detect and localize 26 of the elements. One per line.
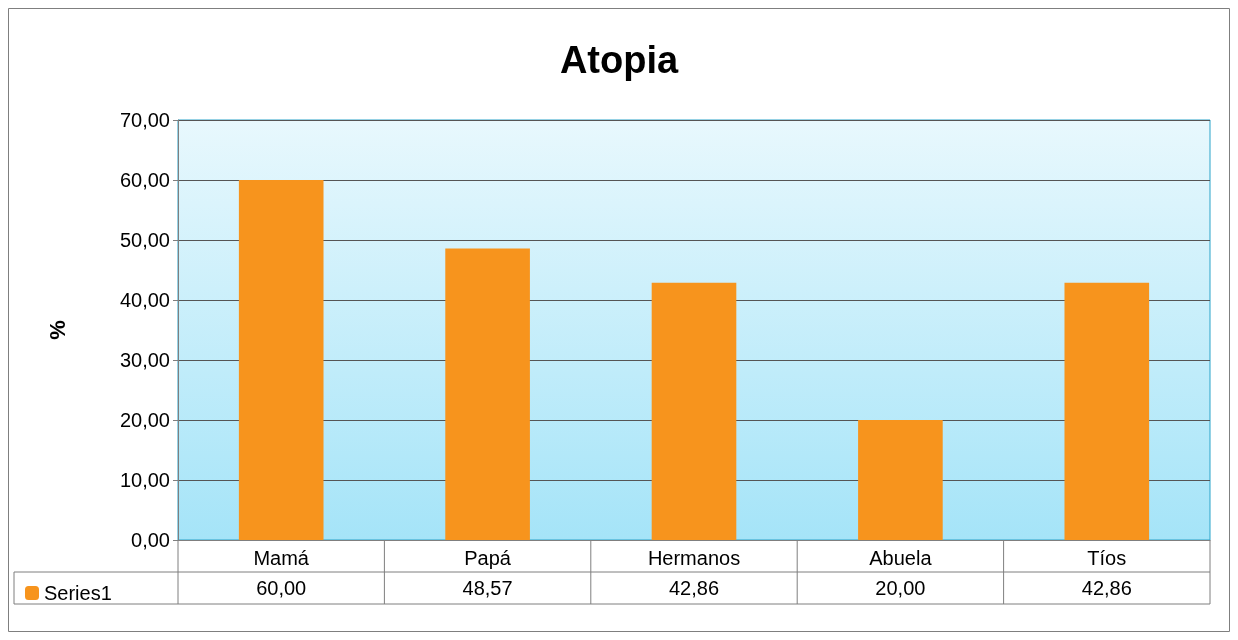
y-tick-label: 60,00 <box>119 169 170 191</box>
y-tick-label: 70,00 <box>119 109 170 131</box>
data-label: 20,00 <box>875 577 926 599</box>
data-label: 42,86 <box>1081 577 1132 599</box>
y-axis-title: % <box>44 320 70 340</box>
x-tick-label: Papá <box>464 547 512 569</box>
x-tick-label: Tíos <box>1087 547 1127 569</box>
bar <box>651 282 737 540</box>
y-tick-label: 20,00 <box>119 409 170 431</box>
y-tick-label: 40,00 <box>119 289 170 311</box>
bar <box>858 420 943 540</box>
data-label: 48,57 <box>462 577 513 599</box>
y-tick-label: 50,00 <box>119 229 170 251</box>
bar <box>238 180 324 540</box>
y-tick-label: 30,00 <box>119 349 170 371</box>
chart-title: Atopia <box>559 39 679 81</box>
y-tick-label: 10,00 <box>119 469 170 491</box>
bar <box>445 248 530 540</box>
data-label: 60,00 <box>256 577 307 599</box>
y-tick-label: 0,00 <box>131 529 170 551</box>
x-tick-label: Hermanos <box>647 547 741 569</box>
x-tick-label: Abuela <box>869 547 933 569</box>
legend-label: Series1 <box>44 582 112 604</box>
bar <box>1064 282 1150 540</box>
data-label: 42,86 <box>668 577 720 599</box>
x-tick-label: Mamá <box>253 547 310 569</box>
